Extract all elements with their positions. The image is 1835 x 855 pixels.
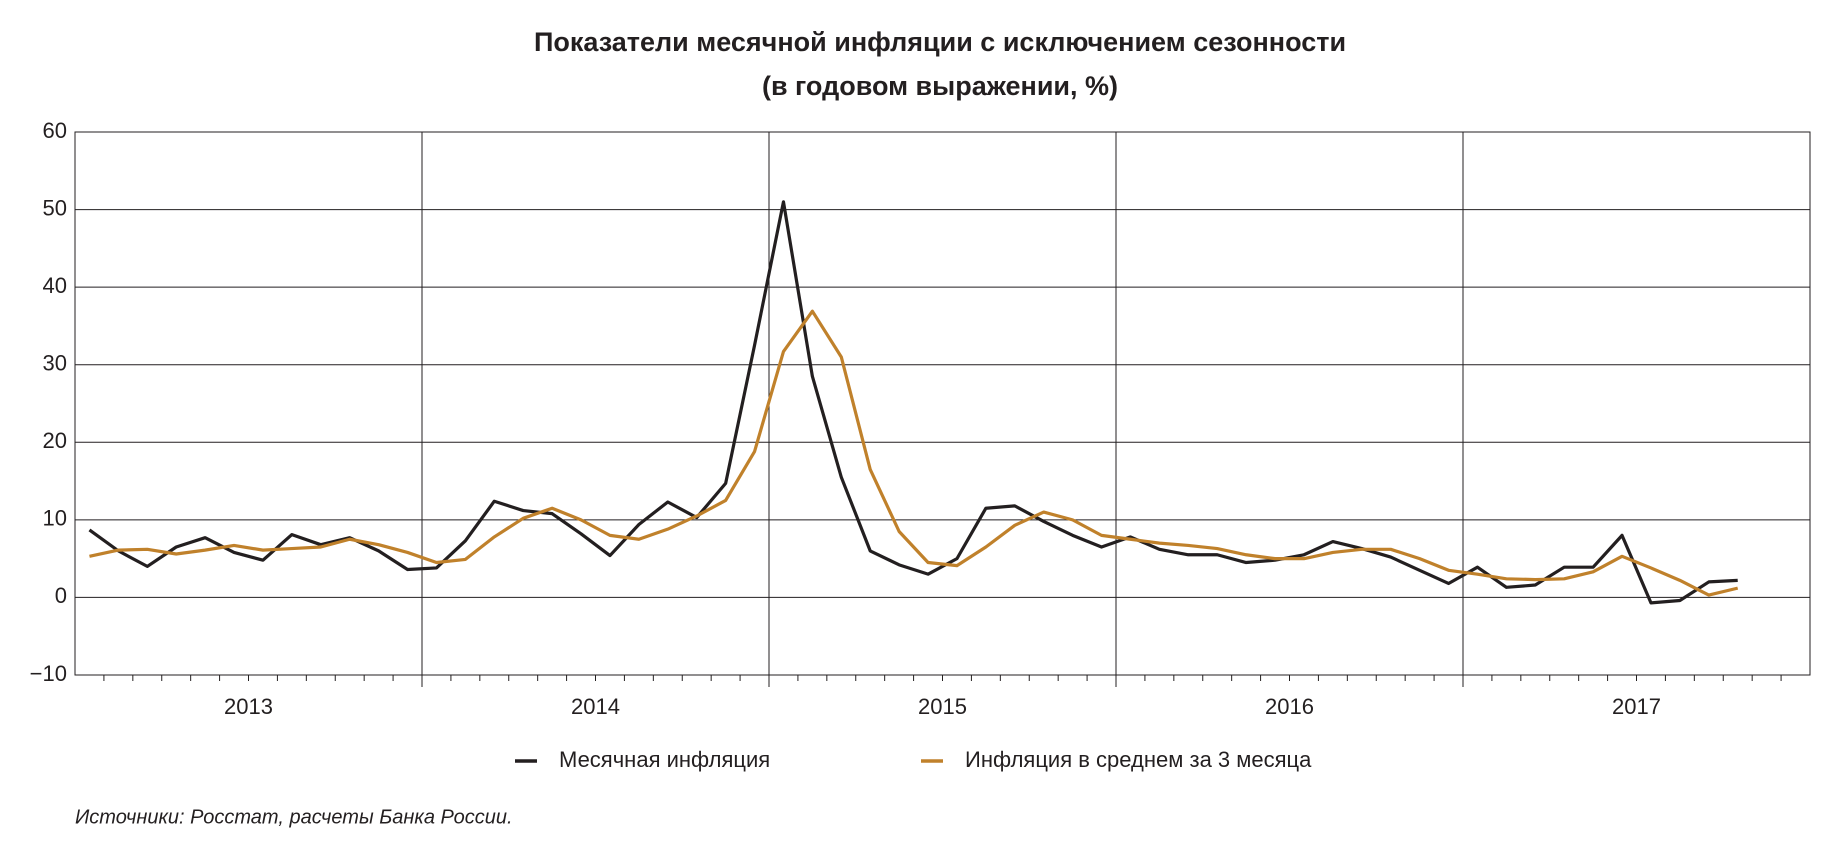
y-tick-label: 60: [43, 118, 67, 143]
y-tick-label: −10: [30, 661, 67, 686]
x-group-label: 2017: [1612, 694, 1661, 719]
series-line: [88, 200, 1738, 605]
y-tick-label: 30: [43, 351, 67, 376]
y-tick-label: 40: [43, 273, 67, 298]
chart-title: Показатели месячной инфляции с исключени…: [534, 27, 1346, 57]
source-note: Источники: Росстат, расчеты Банка России…: [75, 806, 513, 828]
series-line: [89, 309, 1739, 597]
y-tick-label: 20: [43, 428, 67, 453]
chart-subtitle: (в годовом выражении, %): [762, 71, 1118, 101]
legend-label: Инфляция в среднем за 3 месяца: [965, 747, 1312, 772]
x-group-label: 2013: [224, 694, 273, 719]
legend-label: Месячная инфляция: [559, 747, 770, 772]
y-tick-label: 50: [43, 195, 67, 220]
y-tick-label: 10: [43, 506, 67, 531]
x-group-label: 2015: [918, 694, 967, 719]
x-group-label: 2016: [1265, 694, 1314, 719]
y-tick-label: 0: [55, 583, 67, 608]
plot-frame: [74, 131, 1811, 676]
x-group-label: 2014: [571, 694, 620, 719]
